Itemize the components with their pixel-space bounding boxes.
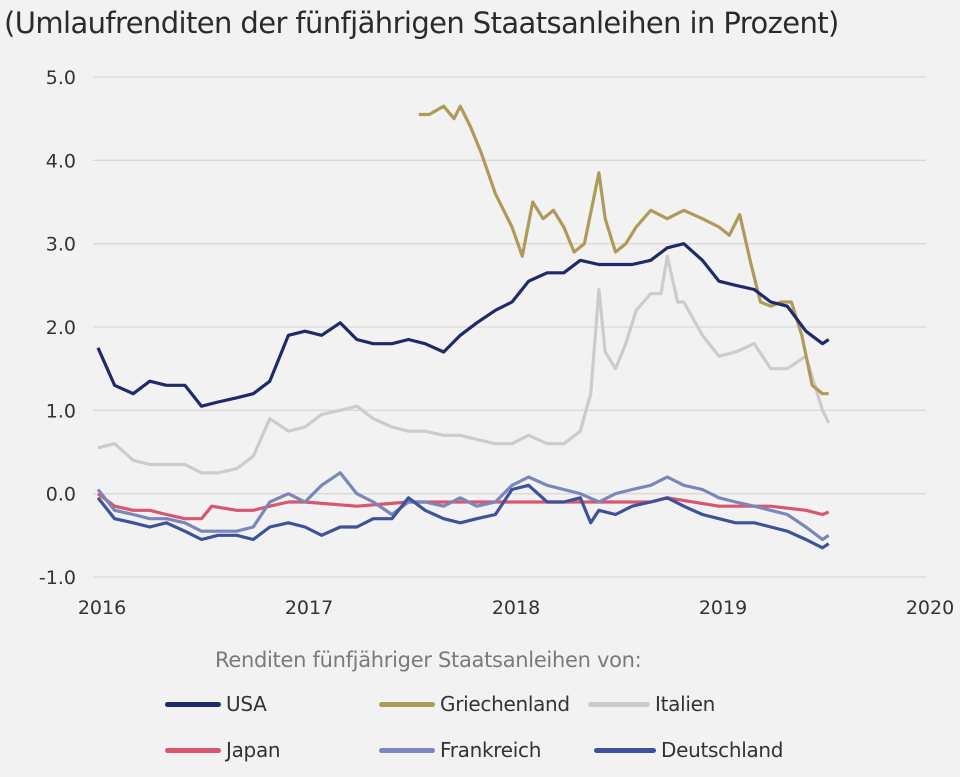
legend-label: USA bbox=[226, 692, 267, 716]
legend-label: Italien bbox=[655, 692, 715, 716]
series-line-japan bbox=[97, 492, 830, 521]
legend-swatch bbox=[588, 701, 650, 707]
x-tick-label: 2017 bbox=[285, 597, 333, 619]
legend-label: Deutschland bbox=[661, 738, 784, 762]
y-tick-label: 0.0 bbox=[46, 484, 76, 506]
series-line-deutschland bbox=[96, 483, 830, 550]
y-tick-label: 1.0 bbox=[46, 400, 76, 422]
legend-swatch bbox=[165, 701, 221, 707]
y-tick-label: 5.0 bbox=[46, 67, 76, 89]
legend-item-frankreich: Frankreich bbox=[379, 738, 541, 762]
legend-item-japan: Japan bbox=[165, 738, 281, 762]
chart-title: (Umlaufrenditen der fünfjährigen Staatsa… bbox=[4, 6, 839, 40]
legend-label: Japan bbox=[226, 738, 281, 762]
legend-item-deutschland: Deutschland bbox=[594, 738, 784, 762]
x-tick-label: 2020 bbox=[906, 597, 954, 619]
legend-item-usa: USA bbox=[165, 692, 267, 716]
x-tick-label: 2019 bbox=[699, 597, 747, 619]
legend-item-italien: Italien bbox=[588, 692, 715, 716]
legend-swatch bbox=[379, 747, 435, 753]
legend-title: Renditen fünfjähriger Staatsanleihen von… bbox=[215, 648, 642, 672]
legend-item-griechenland: Griechenland bbox=[379, 692, 570, 716]
y-tick-label: 3.0 bbox=[46, 234, 76, 256]
series-line-usa bbox=[96, 242, 830, 408]
series-line-griechenland bbox=[418, 104, 829, 396]
line-chart: 5.0 4.0 3.0 2.0 1.0 0.0 -1.0 2016 2017 2018 2019 2… bbox=[39, 67, 954, 619]
legend-label: Frankreich bbox=[440, 738, 542, 762]
y-tick-label: 4.0 bbox=[46, 150, 76, 172]
series-line-frankreich bbox=[96, 471, 830, 542]
series-line-italien bbox=[97, 254, 831, 475]
x-tick-label: 2018 bbox=[492, 597, 540, 619]
legend-swatch bbox=[379, 701, 435, 707]
y-tick-label: -1.0 bbox=[39, 567, 76, 589]
legend-swatch bbox=[594, 747, 656, 753]
y-tick-label: 2.0 bbox=[46, 317, 76, 339]
x-tick-label: 2016 bbox=[78, 597, 126, 619]
legend-label: Griechenland bbox=[440, 692, 570, 716]
legend-swatch bbox=[165, 747, 221, 753]
